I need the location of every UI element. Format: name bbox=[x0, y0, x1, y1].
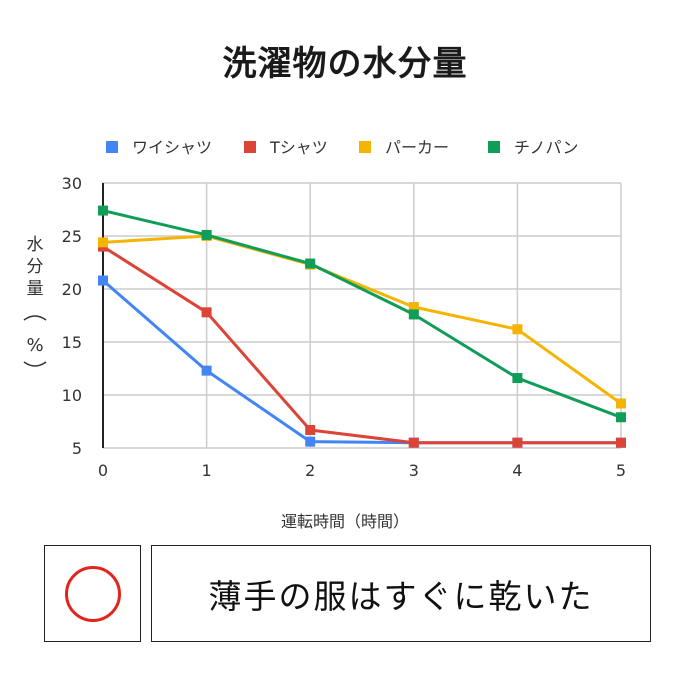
series-lines bbox=[98, 205, 626, 448]
y-tick-label: 25 bbox=[62, 227, 82, 246]
x-tick-label: 2 bbox=[305, 461, 315, 480]
legend-label: パーカー bbox=[385, 138, 449, 157]
data-point bbox=[512, 373, 523, 384]
y-axis-label-char: 量 bbox=[27, 279, 44, 299]
line-chart: ワイシャツ Tシャツ パーカー チノパン 5 10 15 20 25 30 0 1 2 3 4 5 運転時間… bbox=[23, 138, 626, 531]
legend-swatch bbox=[359, 141, 371, 153]
series-line bbox=[102, 245, 621, 445]
x-tick-label: 5 bbox=[616, 461, 626, 480]
data-point bbox=[408, 309, 419, 320]
data-point bbox=[512, 324, 523, 335]
data-point bbox=[512, 437, 523, 448]
axis-labels: 運転時間（時間） 水分量% bbox=[23, 235, 409, 531]
x-tick-label: 0 bbox=[98, 461, 108, 480]
y-tick-label: 30 bbox=[62, 174, 82, 193]
data-point bbox=[408, 302, 419, 313]
y-tick-label: 5 bbox=[72, 439, 82, 458]
data-point bbox=[305, 436, 316, 447]
y-axis-label-unit: % bbox=[26, 335, 43, 356]
mark-box bbox=[44, 545, 141, 642]
data-point bbox=[616, 398, 626, 409]
data-point bbox=[98, 275, 108, 286]
x-axis-label: 運転時間（時間） bbox=[281, 512, 409, 531]
y-tick-label: 10 bbox=[62, 386, 82, 405]
data-point bbox=[98, 237, 108, 248]
legend-swatch bbox=[488, 141, 500, 153]
y-axis-label-char: 水 bbox=[27, 235, 44, 255]
data-point bbox=[201, 307, 212, 318]
red-circle-icon bbox=[64, 565, 121, 622]
data-point bbox=[305, 424, 316, 435]
series-line bbox=[102, 209, 622, 419]
legend: ワイシャツ Tシャツ パーカー チノパン bbox=[106, 138, 578, 157]
chart-title: 洗濯物の水分量 bbox=[222, 44, 468, 84]
legend-swatch bbox=[244, 141, 256, 153]
x-tick-label: 4 bbox=[512, 461, 522, 480]
tick-labels: 5 10 15 20 25 30 0 1 2 3 4 5 bbox=[62, 174, 626, 480]
grid bbox=[103, 182, 622, 449]
conclusion-text: 薄手の服はすぐに乾いた bbox=[208, 576, 594, 616]
legend-label: チノパン bbox=[514, 138, 578, 157]
x-tick-label: 1 bbox=[202, 461, 212, 480]
series-line bbox=[102, 234, 622, 405]
data-point bbox=[201, 229, 212, 240]
legend-swatch bbox=[106, 141, 118, 153]
data-point bbox=[616, 412, 626, 423]
y-axis-label-char: 分 bbox=[27, 257, 44, 277]
data-point bbox=[98, 205, 108, 216]
x-tick-label: 3 bbox=[409, 461, 419, 480]
y-axis-label-paren-open bbox=[23, 315, 47, 321]
y-tick-label: 15 bbox=[62, 333, 82, 352]
series-line bbox=[102, 279, 621, 445]
y-tick-label: 20 bbox=[62, 280, 82, 299]
conclusion-box: 薄手の服はすぐに乾いた bbox=[151, 545, 651, 642]
data-point bbox=[408, 437, 419, 448]
data-point bbox=[305, 258, 316, 269]
y-axis-label-paren-close bbox=[23, 361, 47, 367]
legend-label: ワイシャツ bbox=[132, 138, 212, 157]
data-point bbox=[201, 365, 212, 376]
data-point bbox=[616, 437, 626, 448]
legend-label: Tシャツ bbox=[269, 138, 328, 157]
